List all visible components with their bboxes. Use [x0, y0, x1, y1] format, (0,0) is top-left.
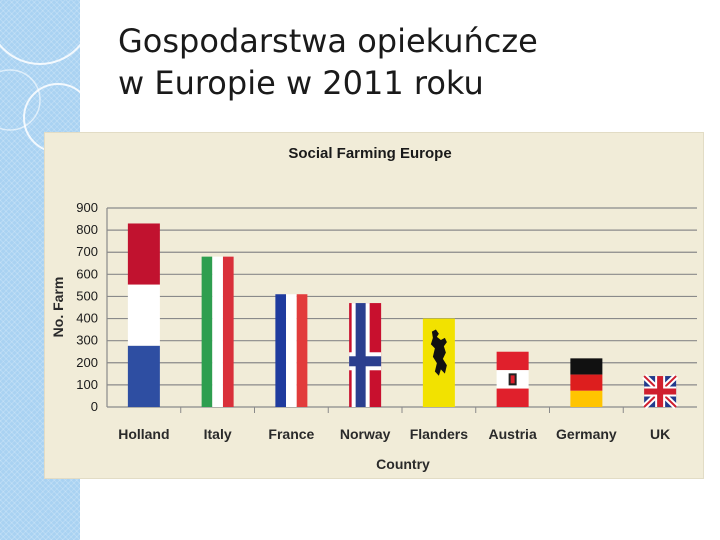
bar-norway	[349, 303, 382, 407]
bar-germany	[570, 358, 603, 407]
slide-title: Gospodarstwa opiekuńcze w Europie w 2011…	[118, 20, 678, 104]
chart-panel: Social Farming Europe 0 100 200 300 400 500 60…	[45, 133, 703, 478]
bar-france	[275, 294, 308, 407]
bar-italy	[201, 256, 234, 407]
slide-title-line-2: w Europie w 2011 roku	[118, 64, 484, 102]
x-tick-label: France	[268, 426, 314, 442]
x-tick-label: Germany	[556, 426, 617, 442]
bar-flanders	[422, 318, 455, 407]
x-tick-label: Holland	[118, 426, 169, 442]
chart-title: Social Farming Europe	[288, 145, 451, 162]
y-tick-label: 0	[91, 399, 98, 414]
bar-uk	[642, 373, 679, 410]
bar-holland	[127, 223, 160, 407]
x-tick-label: Norway	[340, 426, 391, 442]
y-tick-label: 400	[76, 311, 98, 326]
y-tick-label: 300	[76, 333, 98, 348]
y-tick-label: 700	[76, 244, 98, 259]
x-axis-title: Country	[376, 456, 430, 472]
y-tick-label: 500	[76, 288, 98, 303]
slide-title-line-1: Gospodarstwa opiekuńcze	[118, 22, 538, 60]
y-axis-title: No. Farm	[50, 277, 66, 338]
bar-austria	[496, 351, 529, 407]
bar-chart: Social Farming Europe 0 100 200 300 400 500 60…	[50, 145, 697, 472]
y-tick-label: 900	[76, 200, 98, 215]
x-tick-label: Flanders	[410, 426, 469, 442]
x-tick-label: Austria	[489, 426, 537, 442]
y-tick-label: 600	[76, 266, 98, 281]
y-tick-label: 800	[76, 222, 98, 237]
x-tick-label: Italy	[204, 426, 232, 442]
y-tick-label: 100	[76, 377, 98, 392]
x-tick-label: UK	[650, 426, 670, 442]
y-tick-label: 200	[76, 355, 98, 370]
